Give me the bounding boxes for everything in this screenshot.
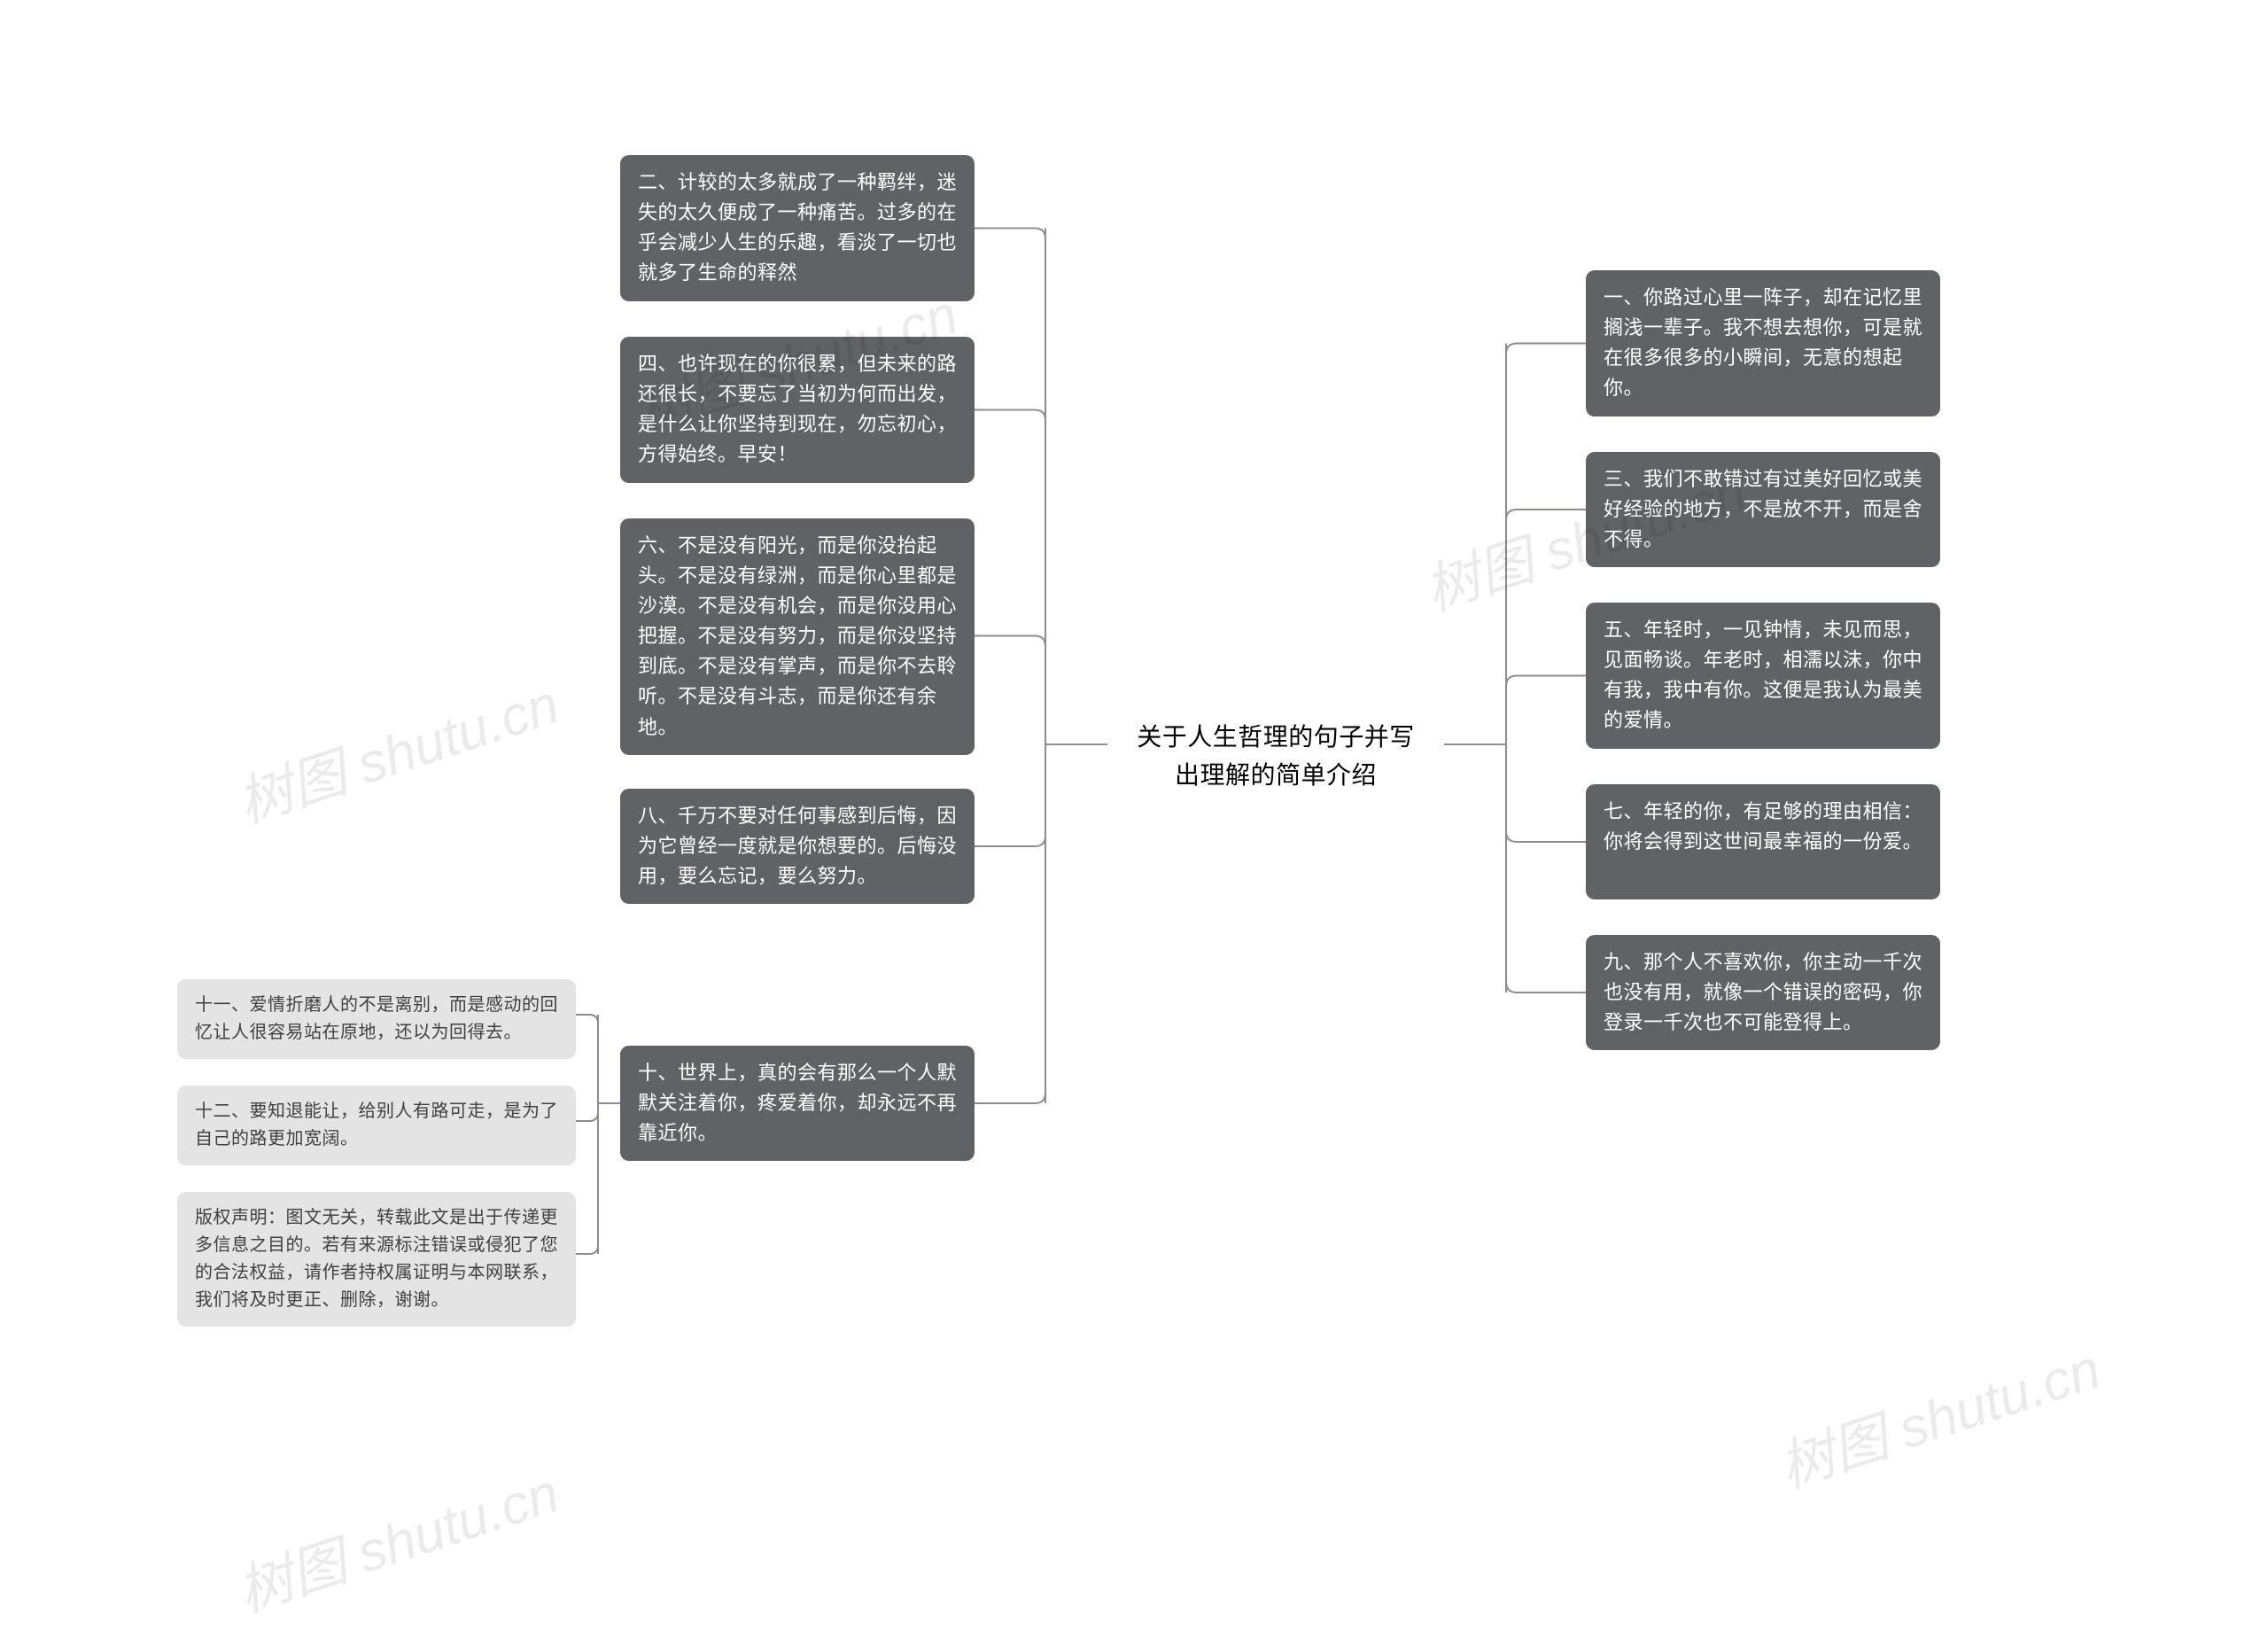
- left-node-3[interactable]: 六、不是没有阳光，而是你没抬起头。不是没有绿洲，而是你心里都是沙漠。不是没有机会…: [620, 518, 975, 755]
- right-node-3[interactable]: 五、年轻时，一见钟情，未见而思，见面畅谈。年老时，相濡以沫，你中有我，我中有你。…: [1586, 603, 1940, 749]
- left-node-1[interactable]: 二、计较的太多就成了一种羁绊，迷失的太久便成了一种痛苦。过多的在乎会减少人生的乐…: [620, 155, 975, 301]
- left-node-5-child-1[interactable]: 十一、爱情折磨人的不是离别，而是感动的回忆让人很容易站在原地，还以为回得去。: [177, 979, 576, 1059]
- watermark-1: 树图 shutu.cn: [226, 659, 567, 838]
- left-node-4[interactable]: 八、千万不要对任何事感到后悔，因为它曾经一度就是你想要的。后悔没用，要么忘记，要…: [620, 789, 975, 904]
- right-node-5[interactable]: 九、那个人不喜欢你，你主动一千次也没有用，就像一个错误的密码，你登录一千次也不可…: [1586, 935, 1940, 1050]
- watermark-3: 树图 shutu.cn: [1767, 1324, 2109, 1503]
- right-node-4[interactable]: 七、年轻的你，有足够的理由相信：你将会得到这世间最幸福的一份爱。: [1586, 784, 1940, 899]
- right-node-1[interactable]: 一、你路过心里一阵子，却在记忆里搁浅一辈子。我不想去想你，可是就在很多很多的小瞬…: [1586, 270, 1940, 416]
- watermark-4: 树图 shutu.cn: [226, 1448, 567, 1627]
- left-node-5-child-2[interactable]: 十二、要知退能让，给别人有路可走，是为了自己的路更加宽阔。: [177, 1086, 576, 1165]
- mindmap-canvas: 关于人生哲理的句子并写出理解的简单介绍 二、计较的太多就成了一种羁绊，迷失的太久…: [0, 0, 2268, 1614]
- right-node-2[interactable]: 三、我们不敢错过有过美好回忆或美好经验的地方，不是放不开，而是舍不得。: [1586, 452, 1940, 567]
- root-node[interactable]: 关于人生哲理的句子并写出理解的简单介绍: [1107, 700, 1444, 813]
- left-node-5-child-3[interactable]: 版权声明：图文无关，转载此文是出于传递更多信息之目的。若有来源标注错误或侵犯了您…: [177, 1192, 576, 1327]
- left-node-2[interactable]: 四、也许现在的你很累，但未来的路还很长，不要忘了当初为何而出发，是什么让你坚持到…: [620, 337, 975, 483]
- left-node-5[interactable]: 十、世界上，真的会有那么一个人默默关注着你，疼爱着你，却永远不再靠近你。: [620, 1046, 975, 1161]
